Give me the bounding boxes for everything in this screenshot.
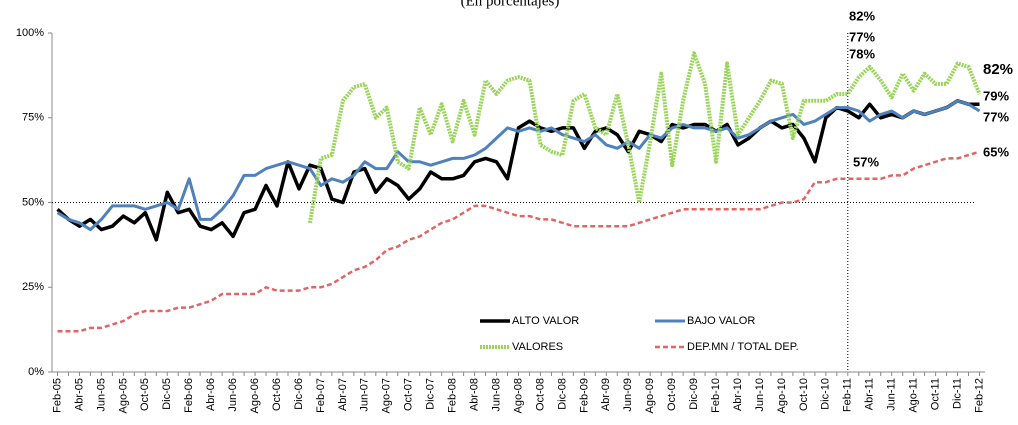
x-tick-label: Feb-05 (51, 378, 63, 413)
y-tick-label: 0% (28, 366, 44, 378)
annotation: 82% (983, 61, 1013, 78)
chart-title: (En porcentajes) (461, 0, 560, 9)
x-tick-label: Dic-10 (820, 378, 832, 410)
x-tick-label: Oct-07 (403, 378, 415, 411)
series-line (307, 51, 982, 224)
x-tick-label: Dic-05 (161, 378, 173, 410)
series-line (56, 99, 981, 232)
legend-label: ALTO VALOR (512, 315, 579, 327)
x-tick-label: Jun-10 (754, 378, 766, 412)
x-tick-label: Dic-11 (951, 378, 963, 409)
x-tick-label: Ago-09 (644, 378, 656, 413)
x-tick-label: Abr-06 (205, 378, 217, 411)
x-tick-label: Abr-10 (732, 378, 744, 411)
legend-label: DEP.MN / TOTAL DEP. (687, 341, 799, 353)
x-tick-label: Abr-08 (469, 378, 481, 411)
x-tick-label: Jun-05 (95, 378, 107, 412)
x-tick-label: Feb-11 (842, 378, 854, 412)
x-tick-label: Ago-08 (512, 378, 524, 413)
x-tick-label: Feb-06 (183, 378, 195, 413)
annotation: 78% (849, 46, 875, 61)
x-tick-label: Jun-08 (490, 378, 502, 412)
x-tick-label: Oct-06 (271, 378, 283, 411)
x-tick-label: Jun-09 (622, 378, 634, 412)
x-tick-label: Oct-09 (666, 378, 678, 411)
annotation: 57% (853, 154, 879, 169)
annotation: 77% (849, 29, 875, 44)
y-tick-label: 50% (22, 196, 44, 208)
x-tick-label: Dic-07 (425, 378, 437, 410)
x-tick-label: Jun-11 (886, 378, 898, 411)
legend-label: BAJO VALOR (687, 315, 755, 327)
x-tick-label: Oct-11 (930, 378, 942, 410)
legend-label: VALORES (512, 341, 563, 353)
x-tick-label: Feb-08 (447, 378, 459, 413)
x-tick-label: Abr-11 (864, 378, 876, 410)
annotation: 79% (983, 88, 1009, 103)
x-tick-label: Feb-07 (315, 378, 327, 413)
x-tick-label: Ago-11 (908, 378, 920, 413)
annotation: 77% (983, 109, 1009, 124)
x-tick-label: Jun-07 (359, 378, 371, 412)
x-tick-label: Ago-07 (381, 378, 393, 413)
x-tick-label: Dic-09 (688, 378, 700, 410)
x-tick-label: Ago-06 (249, 378, 261, 413)
x-tick-label: Abr-09 (600, 378, 612, 411)
x-tick-label: Feb-10 (710, 378, 722, 413)
x-tick-label: Oct-08 (534, 378, 546, 411)
x-tick-label: Dic-08 (556, 378, 568, 410)
x-tick-label: Ago-05 (117, 378, 129, 413)
x-tick-label: Abr-07 (337, 378, 349, 411)
x-tick-label: Oct-05 (139, 378, 151, 411)
annotation: 82% (849, 8, 875, 23)
x-tick-label: Jun-06 (227, 378, 239, 412)
x-tick-label: Feb-12 (973, 378, 985, 413)
x-tick-label: Feb-09 (578, 378, 590, 413)
y-tick-label: 25% (22, 281, 44, 293)
series-line (57, 150, 980, 333)
y-tick-label: 100% (16, 27, 44, 39)
x-tick-label: Abr-05 (73, 378, 85, 411)
annotation: 65% (983, 144, 1009, 159)
x-tick-label: Dic-06 (293, 378, 305, 410)
series-line (56, 99, 980, 242)
x-tick-label: Oct-10 (798, 378, 810, 411)
y-tick-label: 75% (22, 112, 44, 124)
x-tick-label: Ago-10 (776, 378, 788, 413)
